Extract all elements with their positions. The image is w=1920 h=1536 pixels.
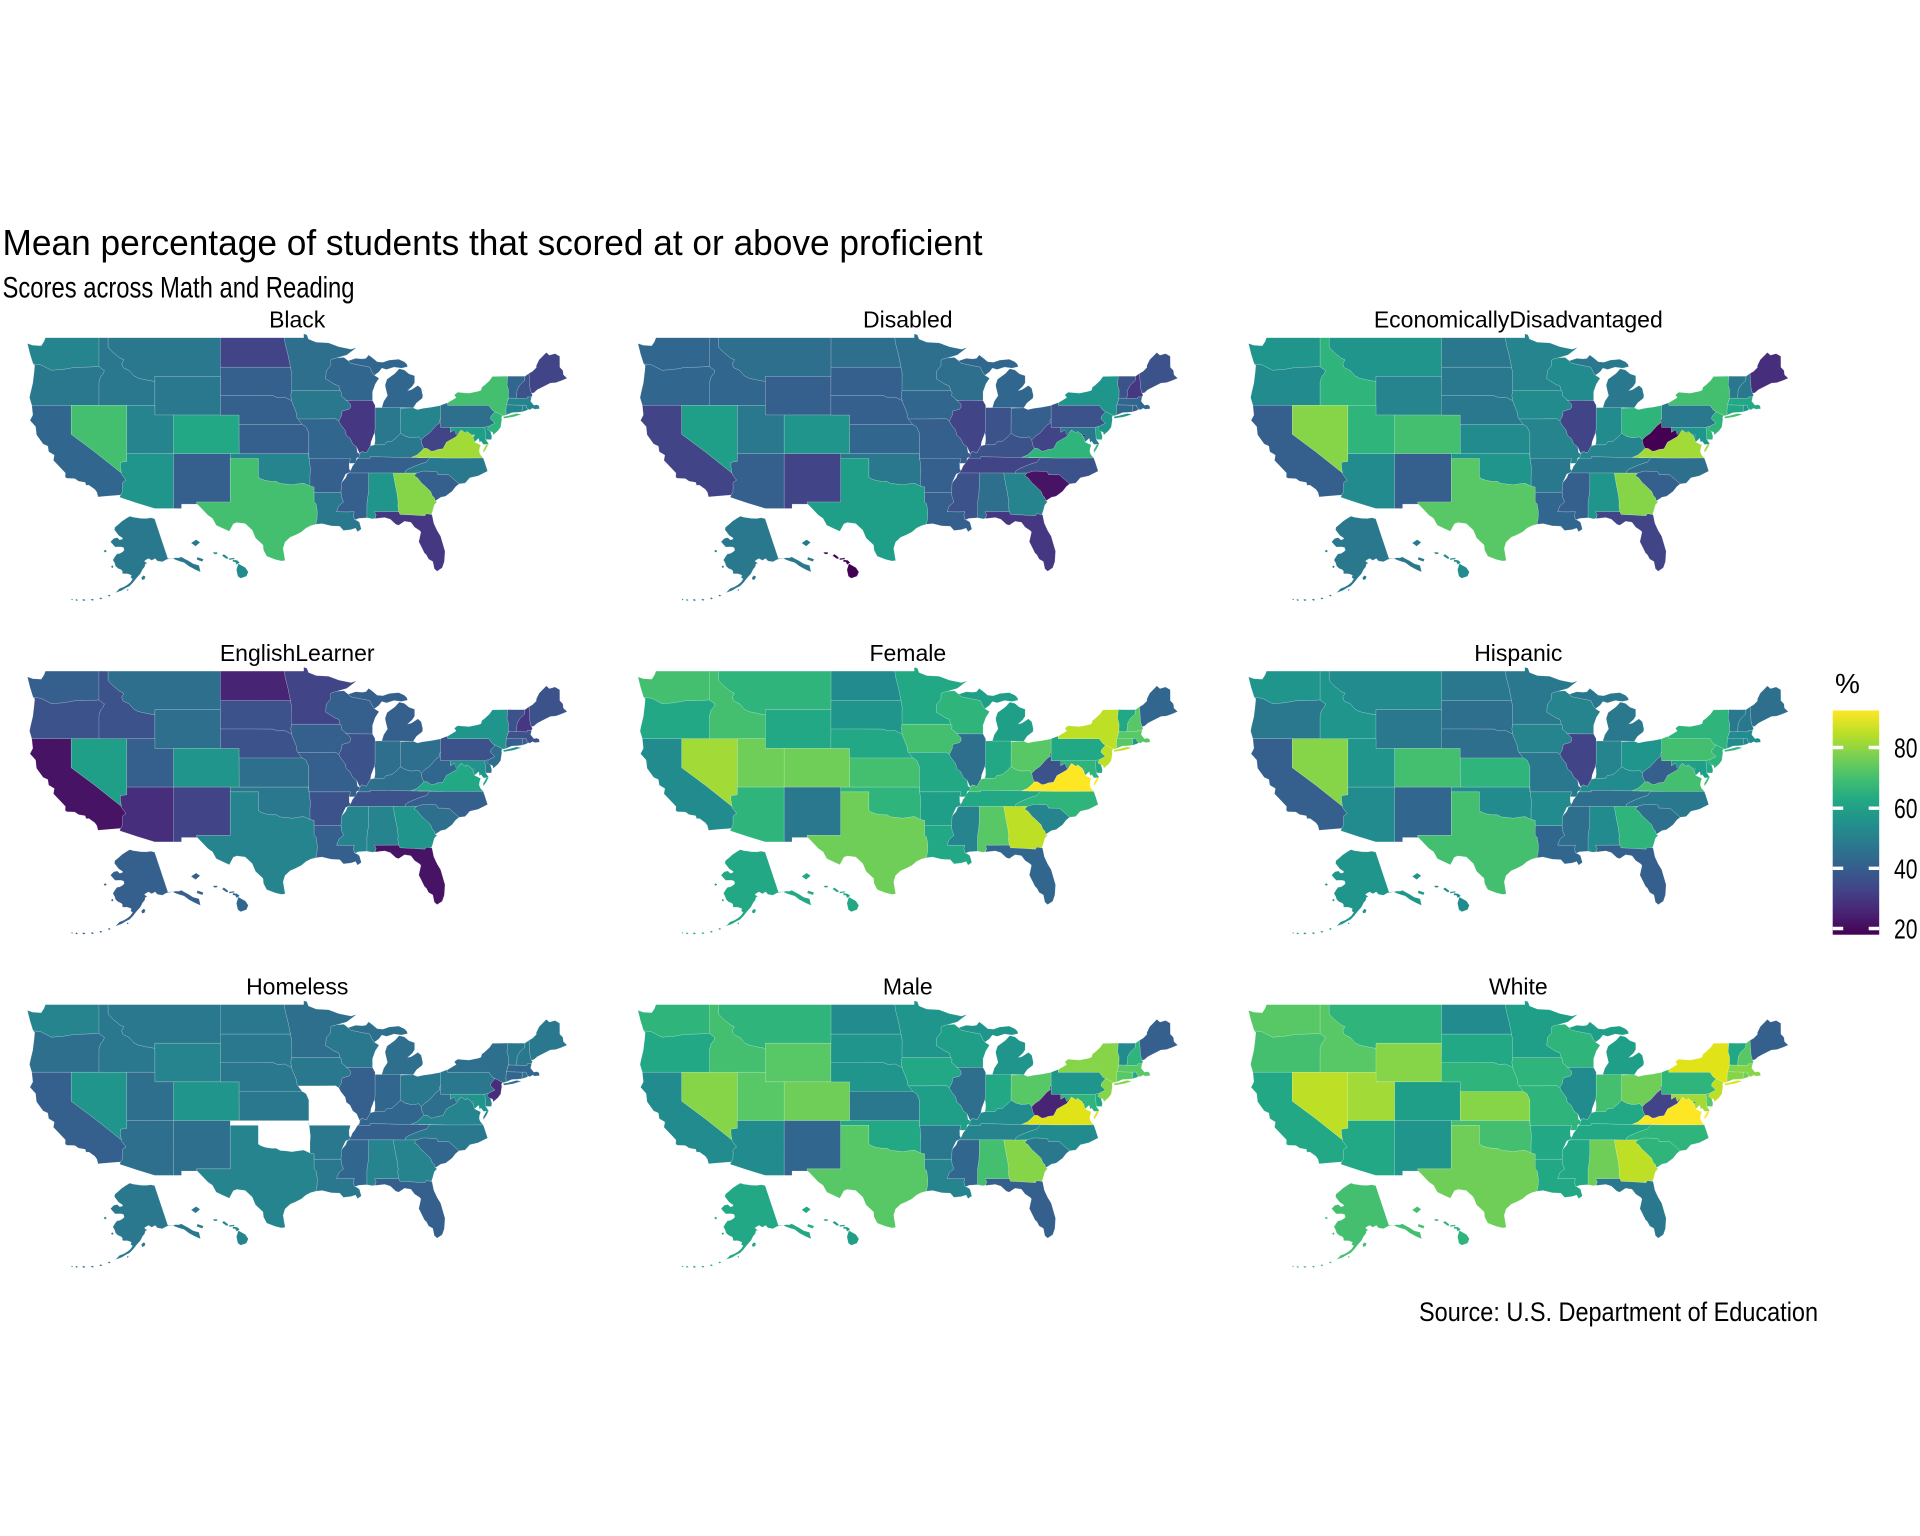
svg-text:Homeless: Homeless [246,974,348,1000]
svg-text:Female: Female [869,640,946,666]
svg-text:Hispanic: Hispanic [1474,640,1562,666]
svg-text:White: White [1489,974,1548,1000]
svg-text:Black: Black [269,307,326,333]
svg-text:EconomicallyDisadvantaged: EconomicallyDisadvantaged [1374,307,1663,333]
svg-text:Disabled: Disabled [863,307,953,333]
svg-text:EnglishLearner: EnglishLearner [220,640,375,666]
svg-text:60: 60 [1894,793,1918,824]
svg-text:Male: Male [883,974,933,1000]
svg-text:40: 40 [1894,853,1918,884]
svg-text:Scores across Math and Reading: Scores across Math and Reading [3,272,355,305]
svg-text:Mean percentage of students th: Mean percentage of students that scored … [3,222,983,263]
svg-text:80: 80 [1894,733,1918,764]
svg-text:%: % [1835,668,1860,699]
svg-text:Source: U.S. Department of Edu: Source: U.S. Department of Education [1419,1297,1818,1327]
svg-text:20: 20 [1894,914,1918,945]
